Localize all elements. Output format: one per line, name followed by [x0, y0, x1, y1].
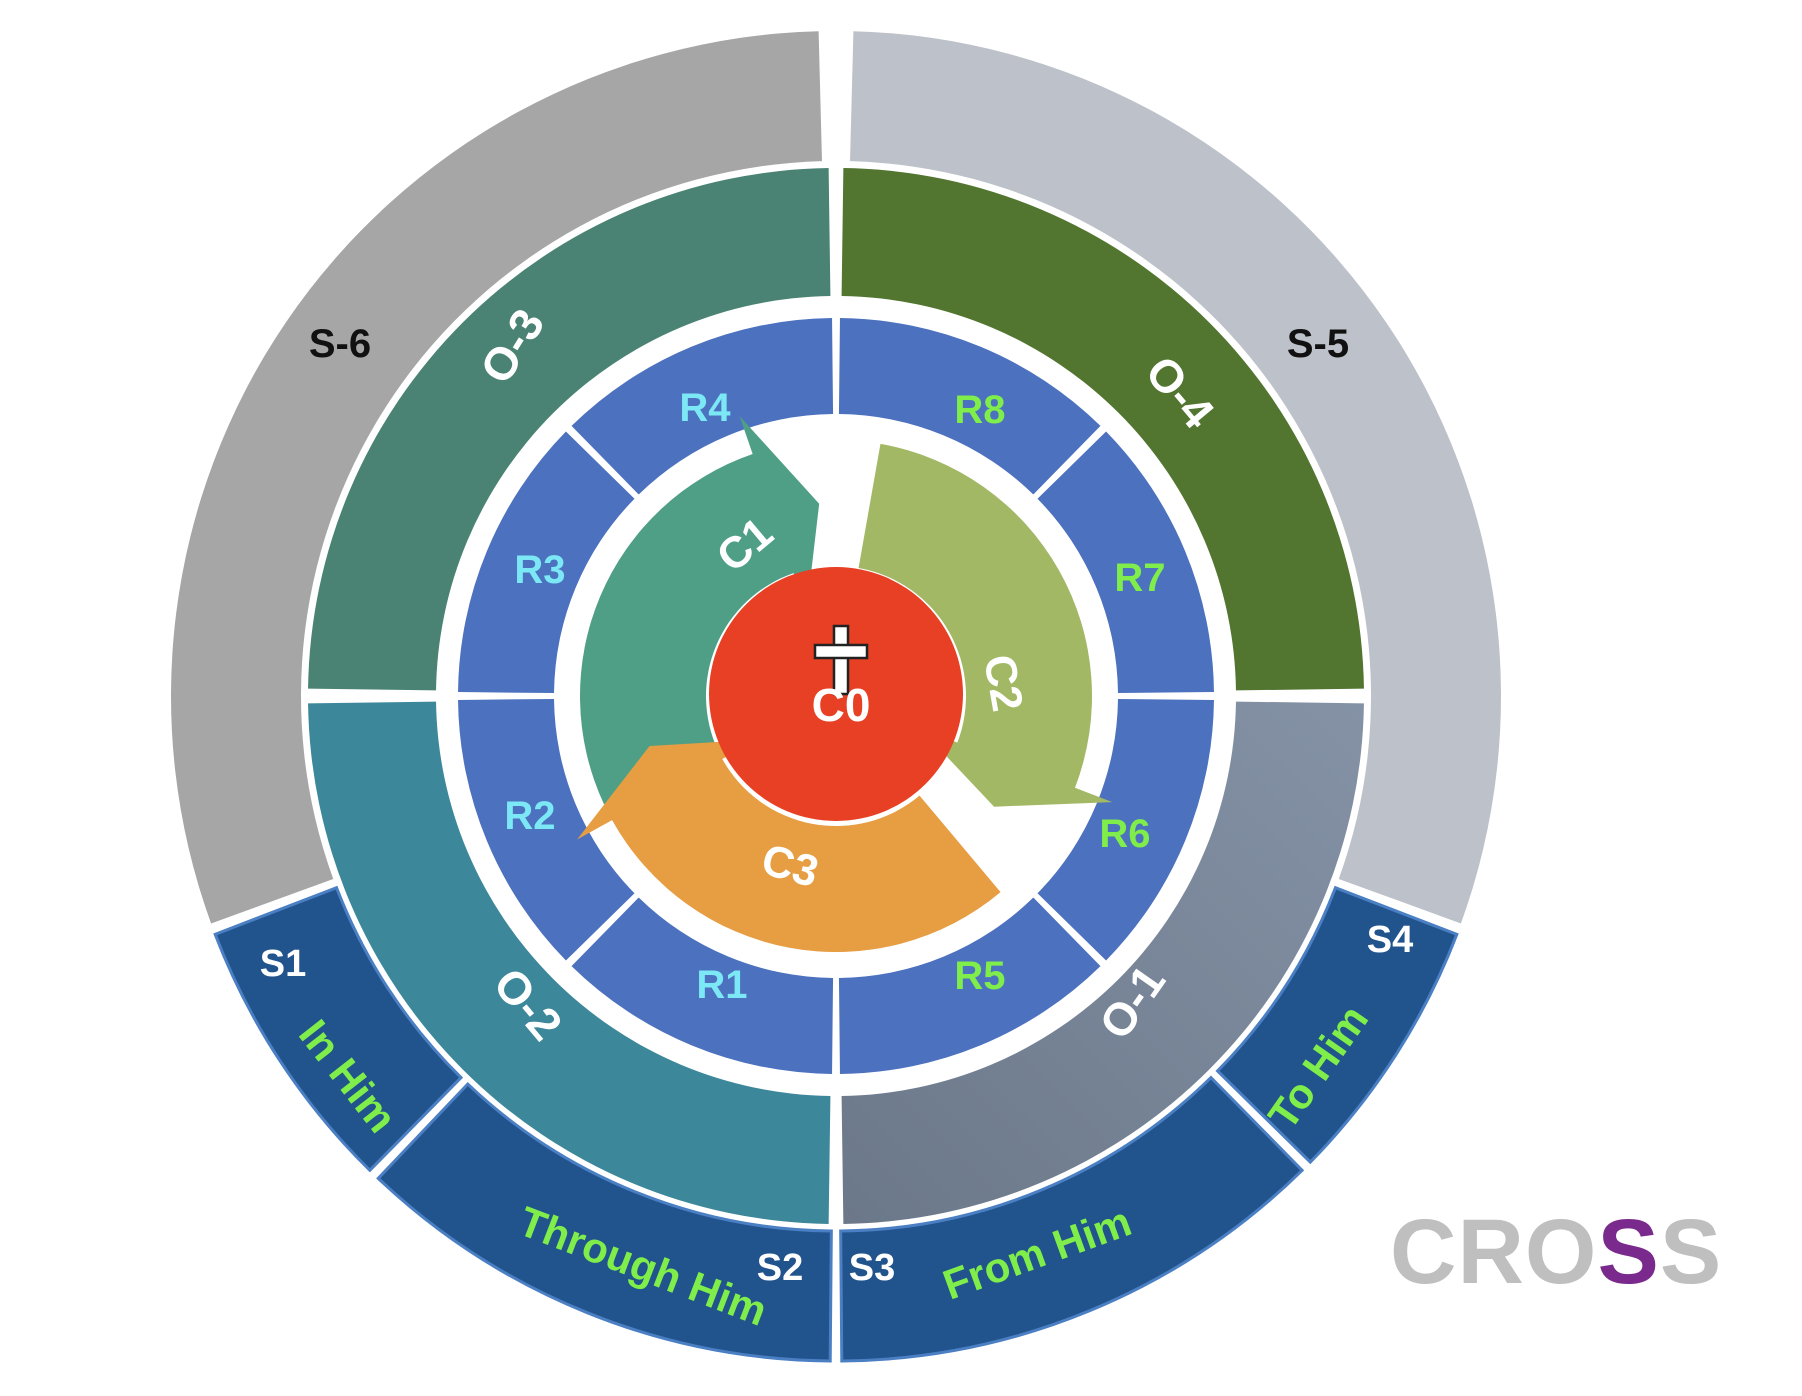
label-s1: S1 — [260, 943, 306, 985]
label-r1: R1 — [696, 963, 747, 1007]
label-s-6: S-6 — [309, 322, 371, 366]
ring-o — [308, 168, 1364, 1224]
cross-wordmark: CROSS — [1390, 1200, 1722, 1305]
segment-s-6 — [170, 31, 822, 924]
segment-o-2 — [308, 701, 831, 1224]
wordmark-suffix: S — [1659, 1201, 1723, 1303]
segment-r1 — [571, 897, 834, 1074]
arrow-c2 — [858, 443, 1113, 807]
segment-r2 — [458, 698, 635, 961]
label-r8: R8 — [954, 388, 1005, 432]
outer-ring-s — [170, 31, 1502, 1363]
segment-r4 — [571, 318, 834, 495]
segment-s4 — [1215, 885, 1459, 1165]
segment-r8 — [838, 318, 1101, 495]
label-s-5: S-5 — [1287, 322, 1349, 366]
wordmark-accent-letter: S — [1597, 1201, 1660, 1303]
segment-r3 — [458, 431, 635, 694]
segment-r7 — [1037, 431, 1214, 694]
arrow-c1 — [580, 416, 820, 805]
segment-s1 — [213, 885, 464, 1173]
segment-s-5 — [850, 31, 1502, 924]
segment-s3 — [839, 1075, 1305, 1363]
segment-r5 — [838, 897, 1101, 1074]
label-r6: R6 — [1099, 812, 1150, 856]
label-c2: C2 — [974, 651, 1032, 715]
label-r3: R3 — [514, 548, 565, 592]
segment-o-1 — [841, 701, 1364, 1224]
arrow-c3 — [577, 739, 1001, 952]
label-r5: R5 — [954, 954, 1005, 998]
segment-r6 — [1037, 698, 1214, 961]
cycle-ring-c — [577, 416, 1113, 952]
label-r2: R2 — [504, 794, 555, 838]
label-s3: S3 — [849, 1247, 895, 1289]
label-s2: S2 — [757, 1247, 803, 1289]
label-s4: S4 — [1367, 919, 1413, 961]
label-r4: R4 — [679, 386, 731, 430]
segment-o-3 — [308, 168, 831, 691]
wordmark-prefix: CRO — [1390, 1201, 1598, 1303]
segment-o-4 — [841, 168, 1364, 691]
label-c0: C0 — [812, 679, 871, 731]
segment-s2 — [376, 1081, 833, 1363]
label-r7: R7 — [1114, 556, 1165, 600]
cross-icon — [813, 624, 869, 696]
